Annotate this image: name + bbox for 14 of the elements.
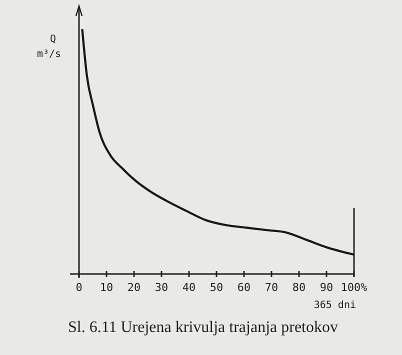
x-tick-label: 50 bbox=[210, 281, 224, 294]
x-tick-label: 20 bbox=[127, 281, 141, 294]
x-tick-label: 80 bbox=[292, 281, 306, 294]
x-tick-label: 10 bbox=[100, 281, 114, 294]
x-tick-label: 60 bbox=[237, 281, 251, 294]
x-tick-label: 70 bbox=[264, 281, 278, 294]
x-tick-label: 0 bbox=[76, 281, 82, 294]
y-axis-title: Q m³/s bbox=[36, 34, 62, 60]
x-tick-label: 100% bbox=[340, 281, 368, 294]
x-tick-label: 90 bbox=[320, 281, 334, 294]
x-tick-label: 30 bbox=[154, 281, 168, 294]
text: Sl. 6.11 Urejena krivulja trajanja pretokov bbox=[68, 319, 338, 336]
x-tick-label: 40 bbox=[182, 281, 196, 294]
x-axis-title: 365 dni bbox=[314, 300, 356, 311]
